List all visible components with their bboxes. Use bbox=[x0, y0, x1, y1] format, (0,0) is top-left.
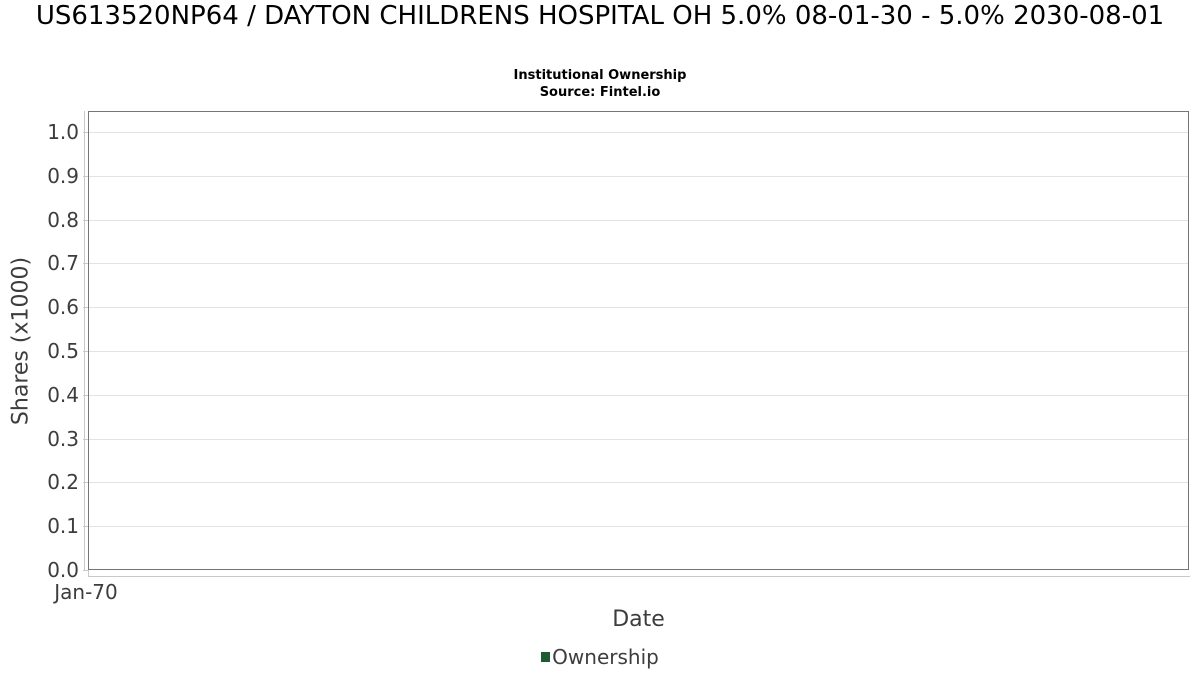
y-axis-line bbox=[84, 111, 85, 570]
y-tick bbox=[83, 482, 88, 483]
y-tick bbox=[83, 307, 88, 308]
y-tick bbox=[83, 570, 88, 571]
y-tick-label: 0.0 bbox=[47, 558, 79, 582]
y-tick-label: 0.8 bbox=[47, 208, 79, 232]
y-tick bbox=[83, 176, 88, 177]
legend-label: Ownership bbox=[552, 645, 659, 669]
x-tick-label: Jan-70 bbox=[54, 580, 118, 604]
chart-source: Source: Fintel.io bbox=[539, 85, 661, 100]
y-tick-label: 0.9 bbox=[47, 164, 79, 188]
y-tick bbox=[83, 132, 88, 133]
plot-area bbox=[88, 111, 1189, 570]
y-tick-label: 0.2 bbox=[47, 470, 79, 494]
gridline bbox=[89, 439, 1188, 440]
gridline bbox=[89, 220, 1188, 221]
legend: Ownership bbox=[0, 645, 1200, 669]
y-tick-label: 1.0 bbox=[47, 120, 79, 144]
gridline bbox=[89, 307, 1188, 308]
y-tick bbox=[83, 263, 88, 264]
y-tick bbox=[83, 220, 88, 221]
y-tick bbox=[83, 526, 88, 527]
gridline bbox=[89, 395, 1188, 396]
y-tick bbox=[83, 395, 88, 396]
y-tick-label: 0.3 bbox=[47, 427, 79, 451]
chart-title: US613520NP64 / DAYTON CHILDRENS HOSPITAL… bbox=[35, 1, 1165, 31]
y-tick bbox=[83, 351, 88, 352]
y-tick bbox=[83, 439, 88, 440]
gridline bbox=[89, 176, 1188, 177]
x-axis-line bbox=[88, 576, 1190, 577]
y-tick-label: 0.4 bbox=[47, 383, 79, 407]
x-tick bbox=[88, 570, 89, 577]
x-axis-label: Date bbox=[612, 607, 665, 632]
gridline bbox=[89, 526, 1188, 527]
gridline bbox=[89, 132, 1188, 133]
y-tick-label: 0.1 bbox=[47, 514, 79, 538]
legend-swatch bbox=[541, 652, 551, 662]
y-tick-label: 0.5 bbox=[47, 339, 79, 363]
gridline bbox=[89, 263, 1188, 264]
gridline bbox=[89, 351, 1188, 352]
y-tick-label: 0.7 bbox=[47, 251, 79, 275]
y-tick-label: 0.6 bbox=[47, 295, 79, 319]
gridline bbox=[89, 482, 1188, 483]
chart-subtitle: Institutional Ownership bbox=[513, 68, 687, 83]
